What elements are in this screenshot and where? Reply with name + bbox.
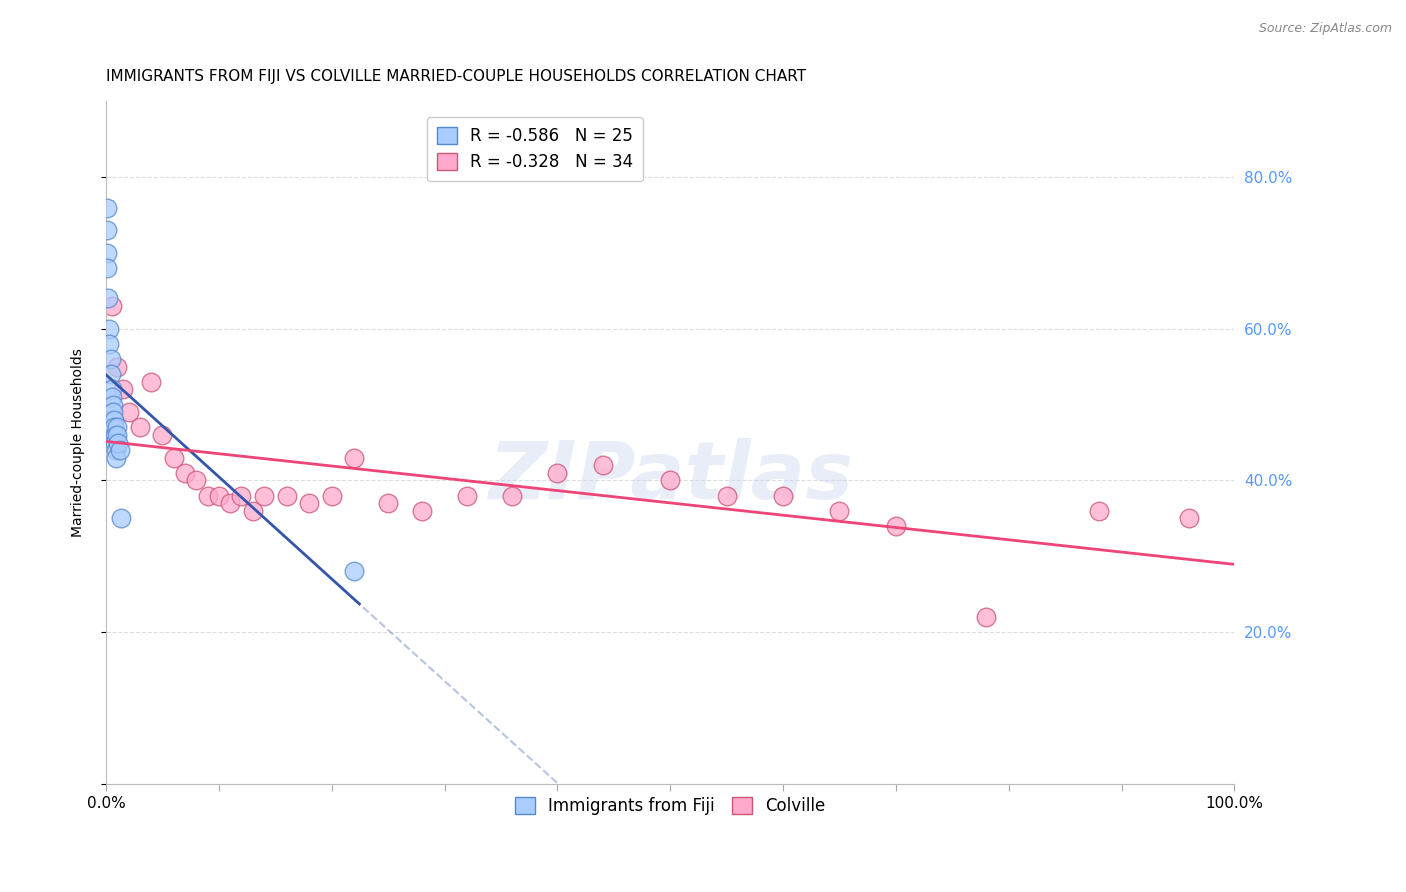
Point xyxy=(104,435,127,450)
Point xyxy=(163,450,186,465)
Point xyxy=(219,496,242,510)
Point xyxy=(186,474,208,488)
Point xyxy=(100,390,122,404)
Point xyxy=(231,489,253,503)
Point xyxy=(592,458,614,473)
Point xyxy=(105,450,128,465)
Text: IMMIGRANTS FROM FIJI VS COLVILLE MARRIED-COUPLE HOUSEHOLDS CORRELATION CHART: IMMIGRANTS FROM FIJI VS COLVILLE MARRIED… xyxy=(105,69,806,84)
Point xyxy=(105,443,128,458)
Point xyxy=(546,466,568,480)
Point xyxy=(974,610,997,624)
Point xyxy=(884,519,907,533)
Point xyxy=(100,352,122,367)
Point xyxy=(97,292,120,306)
Point xyxy=(298,496,321,510)
Point xyxy=(343,565,366,579)
Point xyxy=(96,201,118,215)
Point xyxy=(103,413,125,427)
Point xyxy=(100,383,122,397)
Point xyxy=(107,435,129,450)
Point xyxy=(100,299,122,313)
Point xyxy=(197,489,219,503)
Point xyxy=(100,368,122,382)
Point xyxy=(129,420,152,434)
Point xyxy=(141,375,163,389)
Text: ZIPatlas: ZIPatlas xyxy=(488,438,852,516)
Point xyxy=(343,450,366,465)
Point xyxy=(101,405,124,419)
Point xyxy=(108,443,131,458)
Text: Source: ZipAtlas.com: Source: ZipAtlas.com xyxy=(1258,22,1392,36)
Point xyxy=(253,489,276,503)
Point xyxy=(377,496,399,510)
Point xyxy=(772,489,794,503)
Point xyxy=(110,511,132,525)
Point xyxy=(1088,504,1111,518)
Point xyxy=(276,489,298,503)
Point xyxy=(101,398,124,412)
Point xyxy=(456,489,478,503)
Y-axis label: Married-couple Households: Married-couple Households xyxy=(72,348,86,537)
Legend: Immigrants from Fiji, Colville: Immigrants from Fiji, Colville xyxy=(506,789,834,823)
Point xyxy=(96,246,118,260)
Point xyxy=(208,489,231,503)
Point xyxy=(111,383,134,397)
Point xyxy=(117,405,139,419)
Point xyxy=(105,420,128,434)
Point xyxy=(321,489,343,503)
Point xyxy=(1178,511,1201,525)
Point xyxy=(104,428,127,442)
Point xyxy=(501,489,523,503)
Point xyxy=(659,474,682,488)
Point xyxy=(174,466,197,480)
Point xyxy=(98,337,121,351)
Point xyxy=(411,504,433,518)
Point xyxy=(152,428,174,442)
Point xyxy=(105,359,128,374)
Point xyxy=(103,420,125,434)
Point xyxy=(716,489,738,503)
Point xyxy=(828,504,851,518)
Point xyxy=(96,223,118,237)
Point xyxy=(98,322,121,336)
Point xyxy=(242,504,264,518)
Point xyxy=(105,428,128,442)
Point xyxy=(96,261,118,276)
